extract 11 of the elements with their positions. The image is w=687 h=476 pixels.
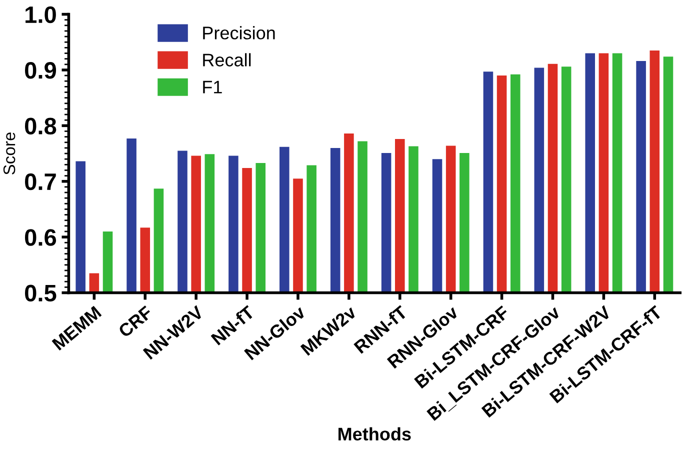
legend-label: F1 (203, 80, 222, 94)
legend-label: Precision (203, 26, 275, 40)
legend-label: Recall (203, 53, 251, 66)
y-tick-label: 0.6 (25, 229, 56, 246)
y-tick-label: 0.7 (25, 173, 56, 190)
y-tick-label: 0.5 (25, 284, 56, 302)
y-tick-label: 0.8 (25, 118, 56, 134)
y-axis-title: Score (3, 132, 16, 175)
y-tick-label: 0.9 (25, 62, 56, 79)
y-tick-label: 1.0 (26, 6, 56, 24)
x-axis-title: Methods (338, 427, 411, 440)
